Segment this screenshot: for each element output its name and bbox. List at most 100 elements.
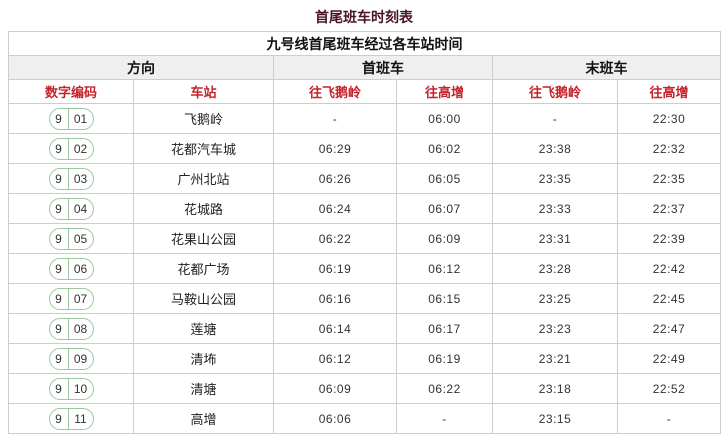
time-cell: 06:02 [396,133,493,164]
time-cell: 22:32 [616,133,722,164]
station-code-badge: 9 03 [48,167,94,190]
time-cell: 06:19 [396,343,493,374]
station-code-badge: 9 11 [48,407,94,430]
time-cell: 06:29 [273,133,397,164]
badge-line-number: 9 [50,288,69,309]
time-cell: 23:33 [492,193,618,224]
station-code-cell: 9 07 [8,283,134,314]
time-cell: 22:45 [616,283,722,314]
time-cell: - [492,103,618,134]
badge-line-number: 9 [50,378,69,399]
time-cell: 23:23 [492,313,618,344]
time-cell: 06:09 [273,373,397,404]
subtitle-row: 九号线首尾班车经过各车站时间 [7,31,722,56]
station-name-cell: 马鞍山公园 [133,283,274,314]
table-row: 9 11 高增 06:06-23:15- [8,403,722,434]
column-header-cell: 往飞鹅岭 [273,79,397,104]
time-cell: 06:05 [396,163,493,194]
time-cell: 23:25 [492,283,618,314]
badge-station-number: 11 [74,411,87,426]
station-code-cell: 9 11 [8,403,134,434]
time-cell: - [616,403,722,434]
group-header-cell: 首班车 [273,55,493,80]
station-name-cell: 广州北站 [133,163,274,194]
group-header-cell: 方向 [8,55,274,80]
station-code-badge: 9 06 [48,257,94,280]
table-row: 9 07 马鞍山公园 06:16 06:15 23:25 22:45 [8,283,722,314]
station-name-cell: 花果山公园 [133,223,274,254]
time-cell: 23:28 [492,253,618,284]
station-code-cell: 9 05 [8,223,134,254]
station-code-cell: 9 03 [8,163,134,194]
time-cell: 22:49 [616,343,722,374]
station-code-cell: 9 06 [8,253,134,284]
column-header-cell: 往高增 [396,79,493,104]
badge-station-number: 08 [73,321,88,336]
badge-station-number: 03 [73,171,88,186]
station-code-cell: 9 09 [8,343,134,374]
station-code-cell: 9 08 [8,313,134,344]
time-cell: 06:22 [396,373,493,404]
time-cell: 06:22 [273,223,397,254]
time-cell: 22:35 [616,163,722,194]
table-row: 9 06 花都广场 06:19 06:12 23:28 22:42 [8,253,722,284]
table-row: 9 10 清塘 06:09 06:22 23:18 22:52 [8,373,722,404]
station-code-badge: 9 02 [48,137,94,160]
time-cell: 06:24 [273,193,397,224]
badge-line-number: 9 [50,318,69,339]
time-cell: 22:52 [616,373,722,404]
station-code-badge: 9 05 [48,227,94,250]
time-cell: 06:15 [396,283,493,314]
time-cell: 23:35 [492,163,618,194]
station-code-badge: 9 01 [48,107,94,130]
station-code-badge: 9 10 [48,377,94,400]
time-cell: 23:18 [492,373,618,404]
column-header-cell: 数字编码 [8,79,134,104]
badge-line-number: 9 [50,198,69,219]
time-cell: 06:07 [396,193,493,224]
time-cell: 23:21 [492,343,618,374]
time-cell: 06:12 [396,253,493,284]
time-cell: 06:06 [273,403,397,434]
time-cell: 22:37 [616,193,722,224]
badge-line-number: 9 [50,168,69,189]
badge-station-number: 01 [73,111,88,126]
time-cell: 06:14 [273,313,397,344]
badge-station-number: 07 [73,291,88,306]
station-code-cell: 9 04 [8,193,134,224]
time-cell: 22:30 [616,103,722,134]
page-title: 首尾班车时刻表 [315,9,413,25]
badge-line-number: 9 [50,408,69,429]
table-row: 9 01 飞鹅岭 -06:00-22:30 [8,103,722,134]
badge-line-number: 9 [50,138,69,159]
station-code-cell: 9 10 [8,373,134,404]
column-header-cell: 往飞鹅岭 [492,79,618,104]
station-code-badge: 9 07 [48,287,94,310]
badge-station-number: 02 [73,141,88,156]
station-code-cell: 9 02 [8,133,134,164]
time-cell: 22:39 [616,223,722,254]
column-header-cell: 往高增 [616,79,722,104]
table-row: 9 04 花城路 06:24 06:07 23:33 22:37 [8,193,722,224]
station-code-badge: 9 08 [48,317,94,340]
table-row: 9 03 广州北站 06:26 06:05 23:35 22:35 [8,163,722,194]
group-header-row: 方向 首班车 末班车 [8,55,722,80]
time-cell: 06:17 [396,313,493,344]
time-cell: - [396,403,493,434]
time-cell: 06:12 [273,343,397,374]
station-name-cell: 花都广场 [133,253,274,284]
station-code-cell: 9 01 [8,103,134,134]
badge-station-number: 04 [73,201,88,216]
badge-station-number: 10 [73,381,88,396]
time-cell: 06:09 [396,223,493,254]
badge-line-number: 9 [50,348,69,369]
station-code-badge: 9 09 [48,347,94,370]
time-cell: 06:00 [396,103,493,134]
timetable: 九号线首尾班车经过各车站时间 方向 首班车 末班车 数字编码 车站 往飞鹅岭 往高增 往飞鹅… [7,31,722,434]
station-code-badge: 9 04 [48,197,94,220]
table-row: 9 05 花果山公园 06:22 06:09 23:31 22:39 [8,223,722,254]
group-header-cell: 末班车 [491,55,722,80]
time-cell: 23:38 [492,133,618,164]
column-header-row: 数字编码 车站 往飞鹅岭 往高增 往飞鹅岭 往高增 [8,79,722,104]
timetable-body: 9 01 飞鹅岭 -06:00-22:30 9 02 花都汽车城 06:29 06:02 23:3… [8,103,722,434]
